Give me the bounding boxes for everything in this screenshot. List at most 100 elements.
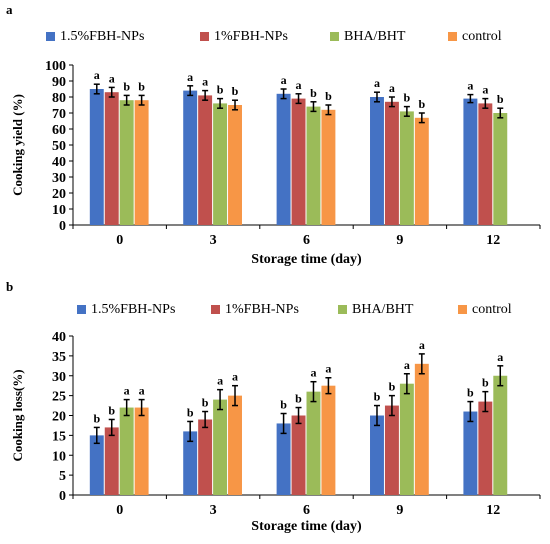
legend-swatch (458, 305, 467, 314)
significance-letter: b (310, 86, 317, 100)
bar (198, 419, 213, 495)
bar (384, 405, 399, 495)
bar (213, 103, 228, 225)
bar (493, 375, 508, 495)
significance-letter: b (325, 89, 332, 103)
bar (306, 391, 321, 495)
y-tick-label: 0 (59, 219, 66, 234)
y-tick-label: 80 (52, 91, 66, 106)
bar (134, 407, 149, 495)
legend-swatch (200, 32, 209, 41)
significance-letter: a (187, 70, 193, 84)
legend-label: BHA/BHT (352, 302, 414, 317)
y-tick-label: 5 (59, 469, 66, 484)
significance-letter: a (109, 71, 115, 85)
panel-b-chart: b 1.5%FBH-NPs 1%FBH-NPs BHA/BHT control 0 5 10… (6, 279, 541, 534)
legend-swatch (448, 32, 457, 41)
bar (370, 97, 384, 225)
legend-swatch (330, 32, 339, 41)
y-tick-label: 10 (52, 203, 66, 218)
bar (321, 109, 336, 225)
bar (370, 415, 384, 495)
bar (478, 401, 493, 495)
bar (228, 395, 242, 495)
bar (198, 95, 213, 226)
significance-letter: a (419, 338, 425, 352)
y-tick-label: 20 (52, 410, 66, 425)
significance-letter: b (389, 380, 396, 394)
legend-swatch (338, 305, 347, 314)
y-tick-label: 25 (52, 390, 66, 405)
x-tick-label: 9 (396, 233, 403, 248)
y-tick-label: 50 (52, 139, 66, 154)
significance-letter: a (497, 350, 503, 364)
bar (306, 106, 321, 225)
significance-letter: b (232, 84, 239, 98)
bar (119, 407, 134, 495)
y-tick-label: 70 (52, 107, 66, 122)
bar (321, 385, 336, 495)
x-tick-label: 6 (303, 233, 310, 248)
significance-letter: a (404, 358, 410, 372)
significance-letter: a (482, 83, 488, 97)
significance-letter: a (389, 81, 395, 95)
significance-letter: b (123, 79, 130, 93)
bar (384, 101, 399, 225)
x-tick-label: 12 (486, 233, 500, 248)
significance-letter: a (124, 384, 130, 398)
significance-letter: b (187, 405, 194, 419)
y-tick-label: 30 (52, 171, 66, 186)
y-axis-title: Cooking loss(%) (10, 369, 25, 461)
x-tick-label: 12 (486, 503, 500, 518)
x-tick-label: 3 (210, 233, 217, 248)
y-tick-label: 10 (52, 449, 66, 464)
y-axis-title: Cooking yield (%) (10, 94, 25, 196)
significance-letter: a (374, 76, 380, 90)
legend-swatch (211, 305, 220, 314)
legend-label: 1%FBH-NPs (225, 302, 299, 317)
significance-letter: b (404, 91, 411, 105)
bar (228, 105, 242, 225)
x-axis-title: Storage time (day) (251, 519, 362, 534)
bar (414, 117, 429, 225)
panel-label: a (6, 2, 13, 17)
bar (183, 90, 198, 225)
y-tick-label: 20 (52, 187, 66, 202)
x-tick-label: 0 (116, 503, 123, 518)
significance-letter: a (325, 362, 331, 376)
y-tick-label: 40 (52, 330, 66, 345)
bar (463, 98, 478, 225)
legend-label: 1.5%FBH-NPs (91, 302, 175, 317)
significance-letter: a (217, 374, 223, 388)
bar (399, 111, 414, 225)
significance-letter: a (467, 79, 473, 93)
significance-letter: b (482, 376, 489, 390)
significance-letter: b (93, 411, 100, 425)
y-tick-label: 40 (52, 155, 66, 170)
x-tick-label: 9 (396, 503, 403, 518)
y-tick-label: 35 (52, 350, 66, 365)
legend-label: 1.5%FBH-NPs (60, 29, 144, 44)
bar (276, 423, 291, 495)
legend-label: control (462, 29, 502, 44)
legend-swatch (77, 305, 86, 314)
x-tick-label: 0 (116, 233, 123, 248)
significance-letter: b (497, 92, 504, 106)
x-tick-label: 6 (303, 503, 310, 518)
significance-letter: b (374, 390, 381, 404)
significance-letter: a (281, 73, 287, 87)
bar (104, 427, 119, 495)
legend-label: BHA/BHT (344, 29, 406, 44)
significance-letter: a (232, 370, 238, 384)
significance-letter: a (310, 366, 316, 380)
significance-letter: b (418, 97, 425, 111)
bar (399, 383, 414, 495)
y-tick-label: 100 (45, 59, 66, 74)
panel-label: b (6, 279, 13, 294)
x-tick-label: 3 (210, 503, 217, 518)
y-tick-label: 30 (52, 370, 66, 385)
bar (104, 92, 119, 225)
bar (291, 415, 306, 495)
legend-label: control (472, 302, 512, 317)
